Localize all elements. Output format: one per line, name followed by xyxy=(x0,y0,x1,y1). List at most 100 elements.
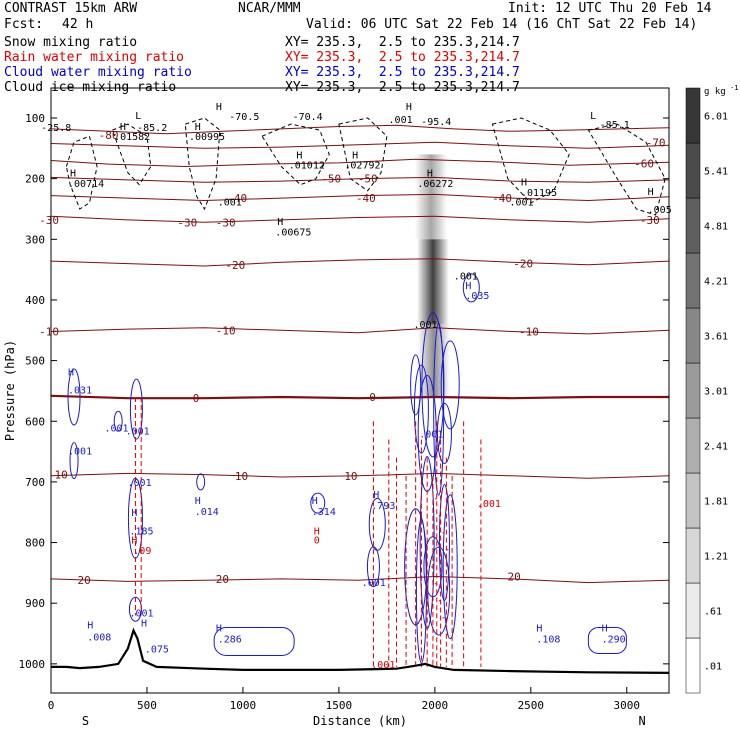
colorbar-label-10: 6.01 xyxy=(704,112,728,123)
snow-label-9: -85.1 xyxy=(600,120,630,131)
colorbar-label-9: 5.41 xyxy=(704,167,728,178)
cloud-label-7: .185 xyxy=(129,526,153,537)
legend-rain-xy: XY= 235.3, 2.5 to 235.3,214.7 xyxy=(285,50,520,65)
snow-contour-1 xyxy=(111,123,152,186)
cloud-label-2: .001 xyxy=(104,423,128,434)
colorbar-label-2: 1.21 xyxy=(704,552,728,563)
y-tick-label-400: 400 xyxy=(25,294,45,307)
colorbar-cell-10 xyxy=(685,87,701,144)
snow-label-22: .06272 xyxy=(417,179,453,190)
colorbar-units-exp: -1 xyxy=(730,84,738,92)
temp-label-19: 10 xyxy=(55,469,68,482)
isotherm-0 xyxy=(51,394,669,400)
terrain-profile xyxy=(51,627,669,674)
cloud-label-26: .108 xyxy=(536,634,560,645)
snow-contour-5 xyxy=(491,117,570,204)
temp-label-0: -80 xyxy=(99,129,119,142)
x-axis-title: Distance (km) xyxy=(313,714,407,728)
colorbar-cell-2 xyxy=(685,527,701,584)
temp-label-23: 20 xyxy=(216,573,229,586)
colorbar-label-8: 4.81 xyxy=(704,222,728,233)
cloud-core-1 xyxy=(413,364,429,454)
south-end-label: S xyxy=(82,714,89,728)
snow-label-26: .001 xyxy=(218,198,242,209)
snow-shade-1 xyxy=(416,239,449,325)
cloud-label-24: .001 xyxy=(419,429,443,440)
colorbar-label-1: .61 xyxy=(704,607,722,618)
temp-label-20: 10 xyxy=(235,470,248,483)
snow-label-19: H xyxy=(70,169,76,180)
cloud-label-11: .314 xyxy=(312,507,336,518)
y-tick-label-1000: 1000 xyxy=(19,658,46,671)
cloud-label-19: .075 xyxy=(145,645,169,656)
isotherm--70 xyxy=(51,141,669,149)
colorbar-cell-7 xyxy=(685,252,701,309)
colorbar-units: g kg xyxy=(704,87,726,97)
y-axis-title: Pressure (hPa) xyxy=(3,340,17,441)
snow-label-28: .005 xyxy=(648,205,672,216)
legend-snow-name: Snow mixing ratio xyxy=(4,35,138,50)
snow-label-6: -95.4 xyxy=(421,117,451,128)
temp-label-4: -50 xyxy=(358,173,378,186)
isotherm--40 xyxy=(51,193,669,202)
isotherm--50 xyxy=(51,176,669,183)
cloud-core-0 xyxy=(410,354,422,416)
x-tick-label-1500: 1500 xyxy=(326,699,353,712)
cloud-label-28: .290 xyxy=(602,634,626,645)
temp-label-11: -30 xyxy=(640,214,660,227)
y-tick-label-900: 900 xyxy=(25,597,45,610)
snow-label-29: H xyxy=(277,217,283,228)
isotherm-20 xyxy=(51,575,669,584)
temp-label-12: -20 xyxy=(225,259,245,272)
y-tick-label-500: 500 xyxy=(25,355,45,368)
colorbar-label-0: .01 xyxy=(704,662,722,673)
snow-label-3: -70.5 xyxy=(229,112,259,123)
temperature-contours xyxy=(51,124,669,584)
snow-contour-6 xyxy=(587,123,666,216)
snow-label-17: H xyxy=(352,150,358,161)
snow-contour-4 xyxy=(338,117,388,192)
snow-label-23: H xyxy=(521,178,527,189)
forecast-hour: 42 h xyxy=(62,17,94,32)
snow-label-1: -85.2 xyxy=(137,123,167,134)
isotherm--30 xyxy=(51,215,669,223)
temp-label-5: -40 xyxy=(227,192,247,205)
snow-shading-layer xyxy=(415,154,450,397)
temp-label-14: -10 xyxy=(39,325,59,338)
colorbar-cell-8 xyxy=(685,197,701,254)
valid-time: Valid: 06 UTC Sat 22 Feb 14 (16 ChT Sat … xyxy=(306,17,698,32)
snow-label-10: -25.8 xyxy=(41,123,71,134)
y-tick-label-100: 100 xyxy=(25,112,45,125)
y-tick-label-300: 300 xyxy=(25,233,45,246)
snow-label-16: .01012 xyxy=(289,161,325,172)
snow-label-30: .00675 xyxy=(275,227,311,238)
rain-water-contours xyxy=(134,396,482,667)
cloud-label-3: .001 xyxy=(126,426,150,437)
temp-label-15: -10 xyxy=(216,324,236,337)
cloud-contour-h xyxy=(366,546,380,588)
cloud-label-5: .001 xyxy=(128,478,152,489)
snow-label-20: .00714 xyxy=(68,179,104,190)
rain-label-0: H xyxy=(131,536,137,547)
snow-label-32: .001 xyxy=(413,320,437,331)
temp-label-9: -30 xyxy=(177,216,197,229)
snow-label-31: .001 xyxy=(454,272,478,283)
temp-label-10: -30 xyxy=(216,216,236,229)
cloud-contour-box2 xyxy=(587,626,627,654)
colorbar-label-3: 1.81 xyxy=(704,497,728,508)
cloud-core-12 xyxy=(438,484,450,602)
cloud-label-8: H xyxy=(195,496,201,507)
temp-label-17: 0 xyxy=(193,392,200,405)
cloud-contour-k xyxy=(196,473,206,491)
cloud-label-6: H xyxy=(131,508,137,519)
temp-label-1: -70 xyxy=(646,136,666,149)
colorbar: .01 .61 1.21 1.81 2.41 3.01 3.61 4.21 4.81 5.41 6.… xyxy=(685,84,738,694)
snow-label-8: L xyxy=(590,111,596,122)
temp-label-24: 20 xyxy=(507,571,520,584)
x-tick-label-500: 500 xyxy=(137,699,157,712)
snow-contour-3 xyxy=(261,123,330,186)
colorbar-cell-4 xyxy=(685,417,701,474)
snow-label-14: .00995 xyxy=(189,132,225,143)
temp-label-6: -40 xyxy=(356,192,376,205)
snow-label-11: H xyxy=(120,122,126,133)
